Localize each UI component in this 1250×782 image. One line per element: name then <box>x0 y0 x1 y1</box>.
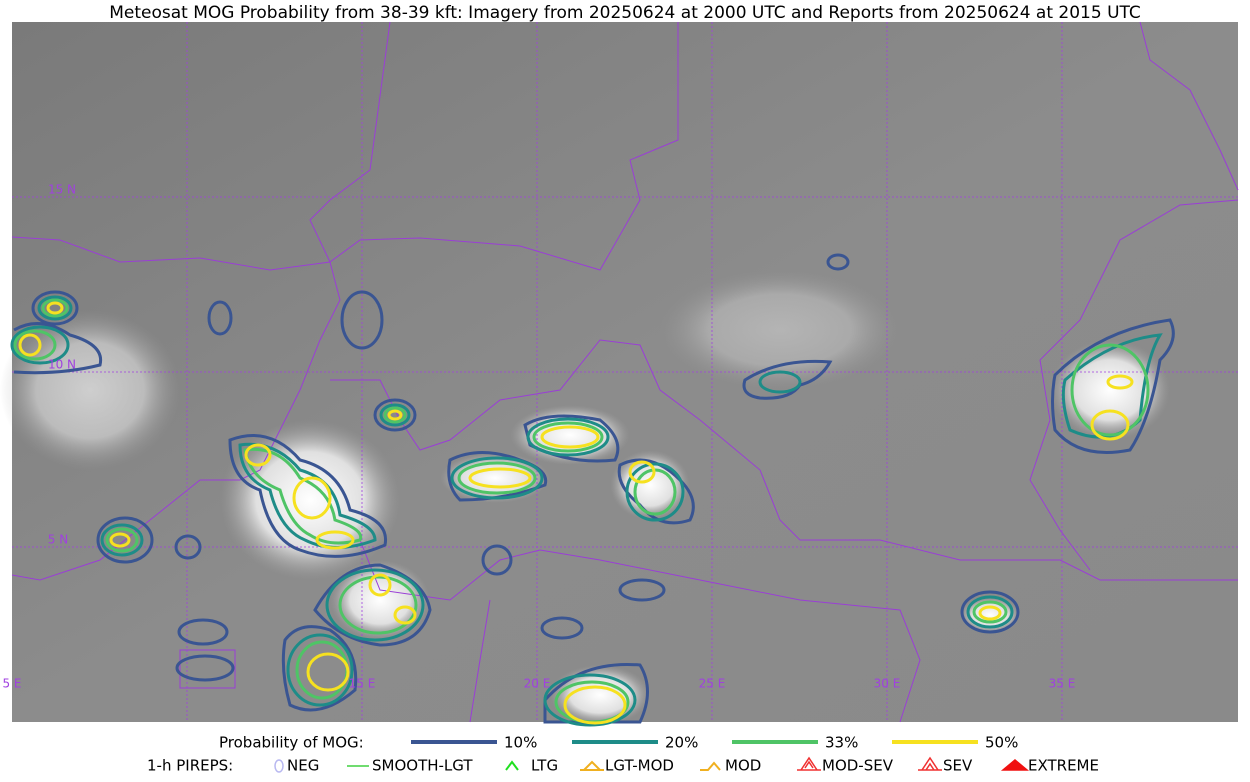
lon-label: 30 E <box>874 677 901 691</box>
lat-label: 5 N <box>48 533 68 547</box>
legend-label: EXTREME <box>1028 757 1099 775</box>
lon-label: 25 E <box>699 677 726 691</box>
legend-label: 10% <box>504 734 537 752</box>
legend-label: LTG <box>531 757 558 775</box>
pirep-symbol <box>797 756 821 771</box>
lat-label: 10 N <box>48 358 76 372</box>
legend-title: 1-h PIREPS: <box>147 757 233 775</box>
pirep-symbol <box>580 760 604 771</box>
title: Meteosat MOG Probability from 38-39 kft:… <box>109 3 1141 23</box>
lon-label: 5 E <box>2 677 21 691</box>
pirep-symbol <box>505 760 519 771</box>
legend-label: MOD <box>725 757 761 775</box>
lon-label: 15 E <box>349 677 376 691</box>
legend-label: LGT-MOD <box>605 757 674 775</box>
legend-label: NEG <box>287 757 319 775</box>
pirep-symbol <box>1000 759 1030 771</box>
pirep-symbol <box>274 759 284 773</box>
pirep-symbol <box>918 756 942 771</box>
graticule-labels: 15 N 10 N 5 N 5 E 15 E 20 E 25 E 30 E 35… <box>2 183 1075 691</box>
contours <box>10 253 1175 727</box>
lon-label: 20 E <box>524 677 551 691</box>
lat-label: 15 N <box>48 183 76 197</box>
legend-title: Probability of MOG: <box>219 734 364 752</box>
legend-label: SEV <box>943 757 973 775</box>
map: 15 N 10 N 5 N 5 E 15 E 20 E 25 E 30 E 35… <box>0 21 1239 727</box>
legend-label: 33% <box>825 734 858 752</box>
lon-label: 35 E <box>1049 677 1076 691</box>
pirep-symbol <box>700 761 721 771</box>
legend: Probability of MOG: 1-h PIREPS: 10% 20% 33… <box>147 734 1099 775</box>
legend-label: 50% <box>985 734 1018 752</box>
graticule <box>12 22 1238 722</box>
legend-label: SMOOTH-LGT <box>372 757 473 775</box>
legend-label: MOD-SEV <box>822 757 894 775</box>
legend-label: 20% <box>665 734 698 752</box>
